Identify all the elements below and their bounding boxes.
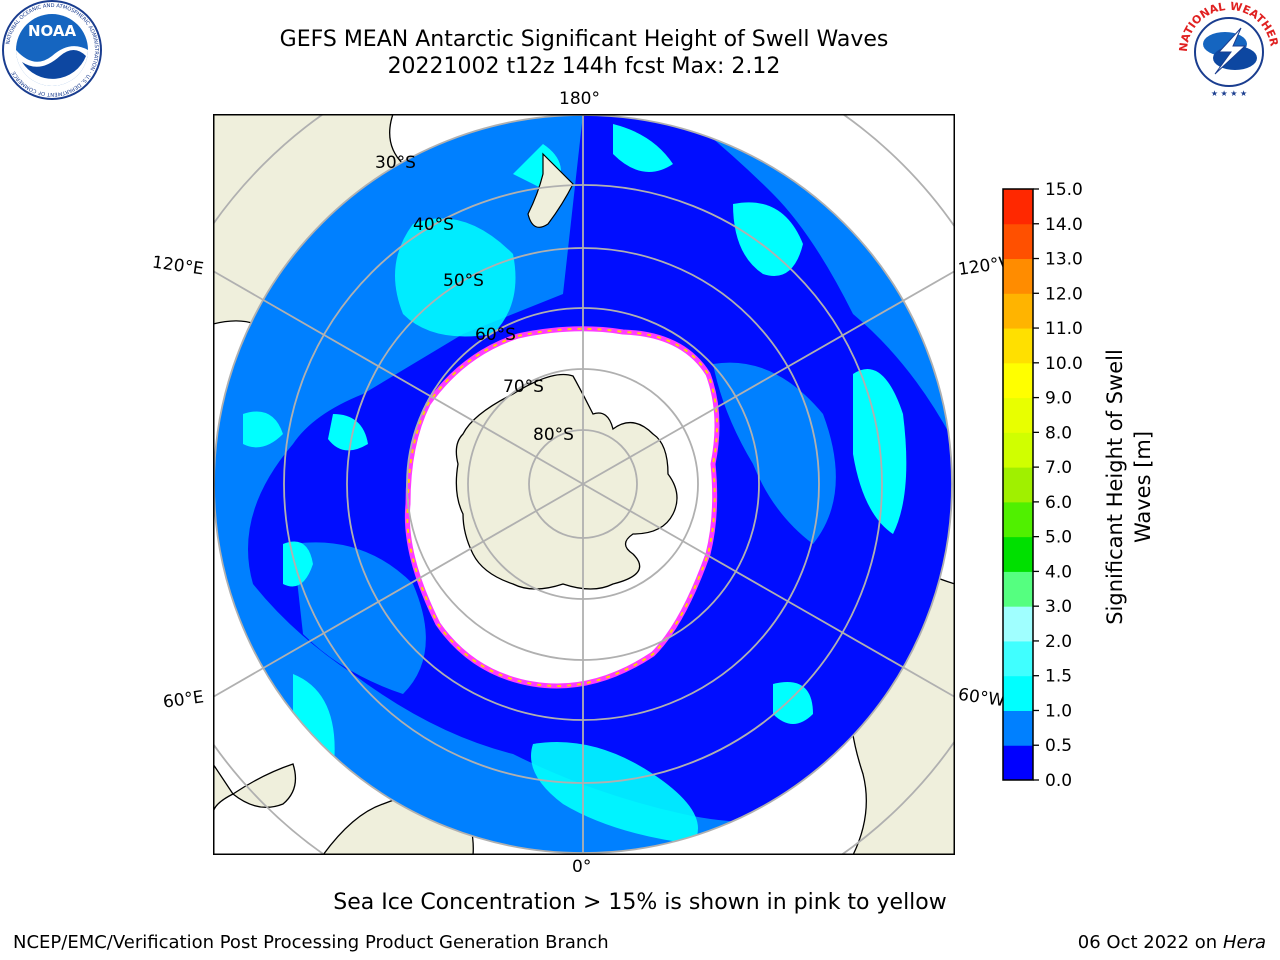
colorbar-tick-label: 0.0 (1045, 771, 1072, 788)
colorbar-tick-label: 1.0 (1045, 701, 1072, 721)
colorbar-tick-label: 15.0 (1045, 182, 1083, 200)
colorbar-swatch (1003, 467, 1033, 503)
chart-title: GEFS MEAN Antarctic Significant Height o… (279, 27, 889, 52)
lon-label-120e: 120°E (150, 252, 205, 280)
colorbar-tick-label: 8.0 (1045, 423, 1072, 443)
lon-label-60e: 60°E (161, 687, 206, 713)
madagascar-land (231, 763, 297, 808)
colorbar-swatch (1003, 710, 1033, 746)
colorbar-tick-label: 13.0 (1045, 250, 1083, 270)
credit-date: 06 Oct 2022 on Hera (1078, 932, 1266, 953)
colorbar-tick-label: 7.0 (1045, 458, 1072, 478)
colorbar-tick-label: 4.0 (1045, 562, 1072, 582)
colorbar-swatch (1003, 362, 1033, 399)
longitude-grid (213, 114, 955, 855)
colorbar-tick-label: 3.0 (1045, 597, 1072, 617)
colorbar-tick-label: 2.0 (1045, 632, 1072, 652)
colorbar: 0.0 0.5 1.0 1.5 2.0 3.0 4.0 5.0 6.0 7.0 8.0 9.0 10.0… (1002, 182, 1083, 788)
lon-label-180: 180° (559, 89, 600, 109)
colorbar-tick-label: 1.5 (1045, 667, 1072, 687)
credit-host: Hera (1222, 932, 1266, 953)
colorbar-swatch (1003, 571, 1033, 607)
colorbar-swatch (1003, 640, 1033, 677)
new-zealand-land (527, 152, 574, 228)
colorbar-tick-label: 14.0 (1045, 215, 1083, 235)
colorbar-swatch (1003, 397, 1033, 433)
swell-high-region (395, 218, 516, 337)
noaa-logo-icon: NOAA NATIONAL OCEANIC AND ATMOSPHERIC AD… (2, 0, 102, 100)
colorbar-label: Significant Height of Swell Waves [m] (1103, 349, 1155, 625)
colorbar-swatch (1003, 501, 1033, 538)
colorbar-swatch (1003, 432, 1033, 468)
colorbar-swatch (1003, 293, 1033, 329)
polar-map: 30°S 40°S 50°S 60°S 70°S 80°S (213, 114, 955, 855)
nws-logo-icon: NATIONAL WEATHER SERVICE ★ ★ ★ ★ (1175, 0, 1280, 98)
colorbar-swatch (1003, 675, 1033, 711)
lat-label-30s: 30°S (375, 153, 416, 173)
credit-date-text: 06 Oct 2022 on (1077, 932, 1223, 953)
credit-organization: NCEP/EMC/Verification Post Processing Pr… (13, 932, 609, 953)
antarctica-land (455, 373, 678, 590)
colorbar-tick-label: 6.0 (1045, 493, 1072, 513)
svg-text:★ ★ ★ ★: ★ ★ ★ ★ (1211, 89, 1247, 98)
colorbar-swatch (1003, 223, 1033, 260)
colorbar-tick-label: 5.0 (1045, 528, 1072, 548)
chart-subtitle: 20221002 t12z 144h fcst Max: 2.12 (387, 54, 781, 79)
left-corner-land (213, 762, 234, 815)
lat-label-80s: 80°S (533, 425, 574, 445)
colorbar-swatch (1003, 258, 1033, 294)
colorbar-label-line2: Waves [m] (1131, 431, 1155, 543)
lat-label-50s: 50°S (443, 271, 484, 291)
colorbar-swatch (1003, 606, 1033, 642)
lat-label-40s: 40°S (413, 215, 454, 235)
colorbar-tick-label: 11.0 (1045, 319, 1083, 339)
lon-label-0: 0° (572, 857, 592, 877)
sea-ice-footnote: Sea Ice Concentration > 15% is shown in … (333, 890, 947, 915)
colorbar-swatch (1003, 328, 1033, 364)
colorbar-swatch (1003, 189, 1033, 225)
colorbar-tick-label: 0.5 (1045, 736, 1072, 756)
colorbar-label-line1: Significant Height of Swell (1103, 349, 1127, 625)
colorbar-swatch (1003, 745, 1033, 781)
colorbar-tick-label: 12.0 (1045, 284, 1083, 304)
colorbar-tick-label: 9.0 (1045, 389, 1072, 409)
colorbar-tick-label: 10.0 (1045, 354, 1083, 374)
colorbar-swatch (1003, 536, 1033, 572)
lat-label-60s: 60°S (475, 325, 516, 345)
noaa-logo-text: NOAA (28, 22, 77, 40)
lat-label-70s: 70°S (503, 377, 544, 397)
